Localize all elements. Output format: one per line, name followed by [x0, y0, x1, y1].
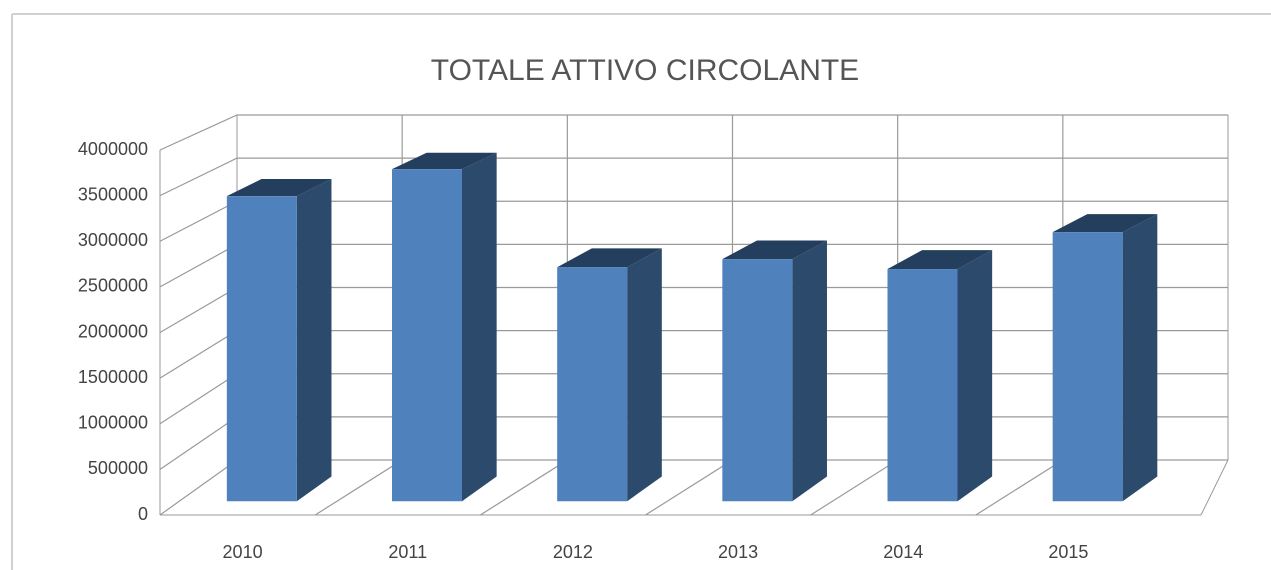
bar: [392, 169, 462, 502]
bar-top: [557, 248, 662, 268]
y-tick-label: 500000: [88, 458, 148, 478]
bar: [887, 269, 958, 502]
x-tick-label: 2011: [388, 542, 427, 562]
bar-top: [226, 179, 332, 197]
bar: [557, 267, 628, 502]
x-tick-label: 2013: [718, 542, 758, 562]
bar: [226, 196, 297, 502]
y-tick-label: 2000000: [78, 321, 148, 341]
x-tick-label: 2015: [1048, 542, 1088, 562]
floor-edge: [1200, 459, 1229, 516]
x-tick-label: 2010: [223, 542, 263, 562]
chart-title: TOTALE ATTIVO CIRCOLANTE: [431, 54, 859, 87]
y-tick-label: 1000000: [78, 413, 148, 433]
bar-side: [792, 240, 827, 502]
bar: [722, 259, 793, 502]
grid-line: [159, 114, 1228, 151]
bar-side: [957, 250, 993, 502]
y-tick-label: 2500000: [78, 276, 148, 296]
bar-side: [462, 152, 497, 502]
bar: [1052, 232, 1123, 502]
y-tick-label: 3500000: [78, 184, 148, 204]
y-tick-label: 3000000: [78, 230, 148, 250]
y-tick-label: 0: [138, 504, 148, 524]
y-tick-label: 4000000: [78, 139, 148, 159]
y-tick-label: 1500000: [78, 367, 148, 387]
bar-side: [1122, 214, 1158, 502]
x-tick-label: 2014: [883, 542, 923, 562]
bar-top: [722, 240, 827, 260]
x-tick-label: 2012: [553, 542, 593, 562]
bar-top: [887, 250, 993, 270]
bar-side: [296, 179, 332, 502]
bar-top: [1052, 214, 1158, 233]
bar-side: [627, 248, 662, 502]
bar-top: [392, 152, 497, 170]
